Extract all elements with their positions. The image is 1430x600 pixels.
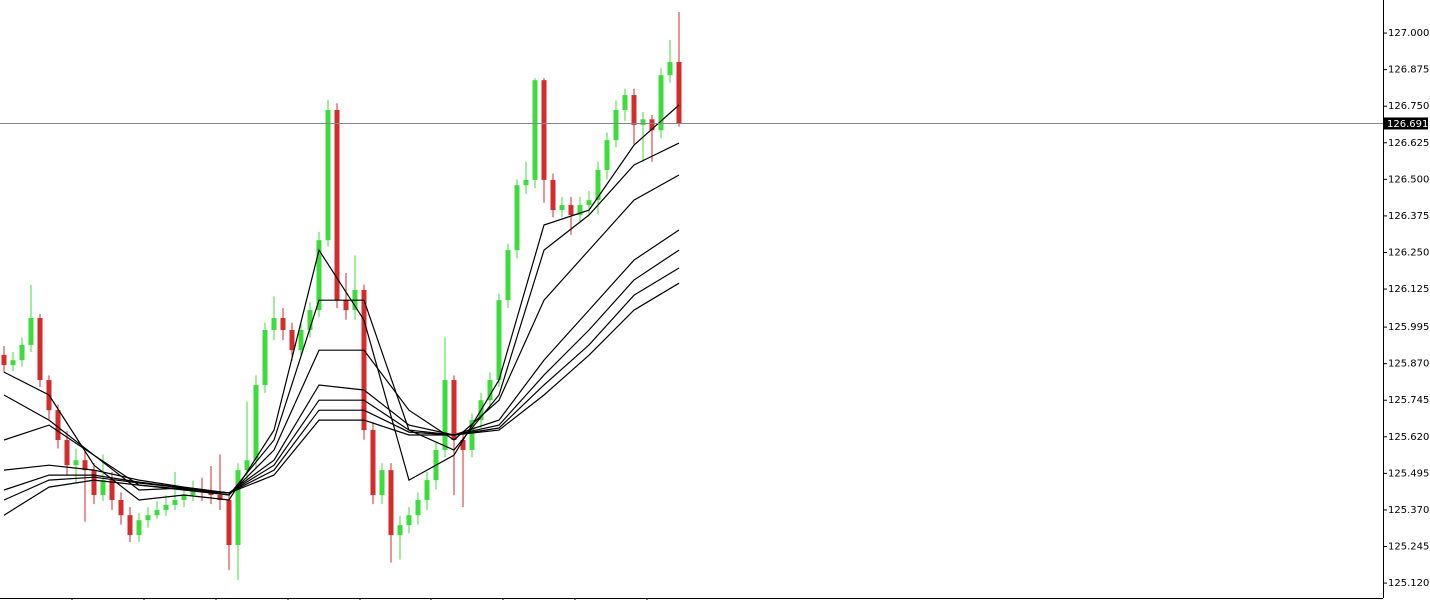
candle-body (424, 480, 430, 500)
candle-body (136, 520, 142, 536)
candle-body (442, 380, 448, 450)
candle-body (172, 499, 178, 505)
candle-body (622, 95, 628, 111)
moving-average-line (3, 249, 680, 494)
y-tick-label: 126.375 (1388, 211, 1429, 222)
candle-body (595, 169, 601, 201)
candle-body (343, 300, 349, 311)
y-tick-label: 125.245 (1388, 542, 1429, 553)
y-tick-label: 126.250 (1388, 247, 1429, 258)
candle-body (307, 310, 313, 331)
candle-body (19, 344, 25, 361)
candle-body (415, 499, 421, 516)
candle-body (91, 470, 97, 496)
candle-body (10, 360, 16, 366)
y-tick-label: 125.120 (1388, 578, 1429, 589)
candle-body (514, 185, 520, 251)
current-price-label: 126.691 (1387, 119, 1428, 130)
candle-body (487, 380, 493, 401)
y-tick-label: 126.125 (1388, 284, 1429, 295)
candle-body (586, 200, 592, 206)
y-tick-label: 125.495 (1388, 468, 1429, 479)
candle-body (1, 354, 7, 366)
candle-body (55, 410, 61, 441)
candle-body (469, 420, 475, 450)
candles (1, 11, 682, 581)
candle-body (118, 499, 124, 516)
candle-body (127, 515, 133, 536)
candle-body (316, 240, 322, 311)
y-tick-label: 126.875 (1388, 65, 1429, 76)
candle-body (226, 499, 232, 546)
candle-body (667, 62, 673, 76)
moving-average-line (3, 142, 680, 496)
candle-body (388, 470, 394, 536)
candle-body (505, 250, 511, 301)
candle-body (280, 318, 286, 331)
candle-body (604, 140, 610, 170)
candle-body (298, 330, 304, 351)
moving-average-line (3, 174, 680, 496)
y-tick-label: 126.500 (1388, 174, 1429, 185)
candle-body (568, 205, 574, 216)
candle-body (379, 470, 385, 496)
candle-body (289, 330, 295, 351)
candle-body (73, 460, 79, 466)
y-tick-label: 125.995 (1388, 322, 1429, 333)
y-tick-label: 125.370 (1388, 505, 1429, 516)
candle-body (244, 460, 250, 471)
y-tick-label: 125.745 (1388, 395, 1429, 406)
candle-body (460, 440, 466, 450)
candle-body (181, 495, 187, 500)
candle-body (325, 110, 331, 241)
candle-body (676, 62, 682, 124)
candle-body (100, 480, 106, 496)
moving-average-line (3, 229, 680, 494)
y-tick-label: 127.000 (1388, 28, 1429, 39)
candle-body (145, 515, 151, 521)
candle-body (559, 205, 565, 211)
y-tick-label: 125.870 (1388, 359, 1429, 370)
y-tick-label: 125.620 (1388, 432, 1429, 443)
candle-body (406, 515, 412, 526)
candle-body (523, 179, 529, 186)
candle-body (64, 440, 70, 466)
candle-body (649, 119, 655, 131)
candle-body (334, 110, 340, 301)
candle-body (154, 509, 160, 516)
candle-body (577, 205, 583, 216)
candle-body (397, 525, 403, 536)
candle-body (658, 75, 664, 131)
candle-body (541, 80, 547, 180)
candle-body (262, 330, 268, 386)
candle-body (28, 318, 34, 345)
moving-average-line (3, 267, 680, 501)
candle-body (217, 495, 223, 500)
candle-body (640, 119, 646, 125)
candle-body (613, 110, 619, 141)
candle-body (370, 430, 376, 496)
candle-body (109, 480, 115, 500)
current-price-box (1384, 117, 1428, 130)
candle-body (163, 504, 169, 510)
candle-body (82, 460, 88, 471)
candle-body (235, 470, 241, 546)
candle-body (271, 318, 277, 331)
moving-average-line (3, 282, 680, 516)
candle-body (451, 380, 457, 441)
candle-body (361, 289, 367, 431)
y-tick-label: 126.625 (1388, 138, 1429, 149)
y-tick-label: 126.750 (1388, 101, 1429, 112)
candle-body (532, 80, 538, 180)
candle-body (253, 385, 259, 461)
candle-body (190, 490, 196, 496)
candle-body (496, 300, 502, 381)
candle-body (37, 318, 43, 381)
candle-body (550, 179, 556, 211)
candle-body (631, 95, 637, 125)
